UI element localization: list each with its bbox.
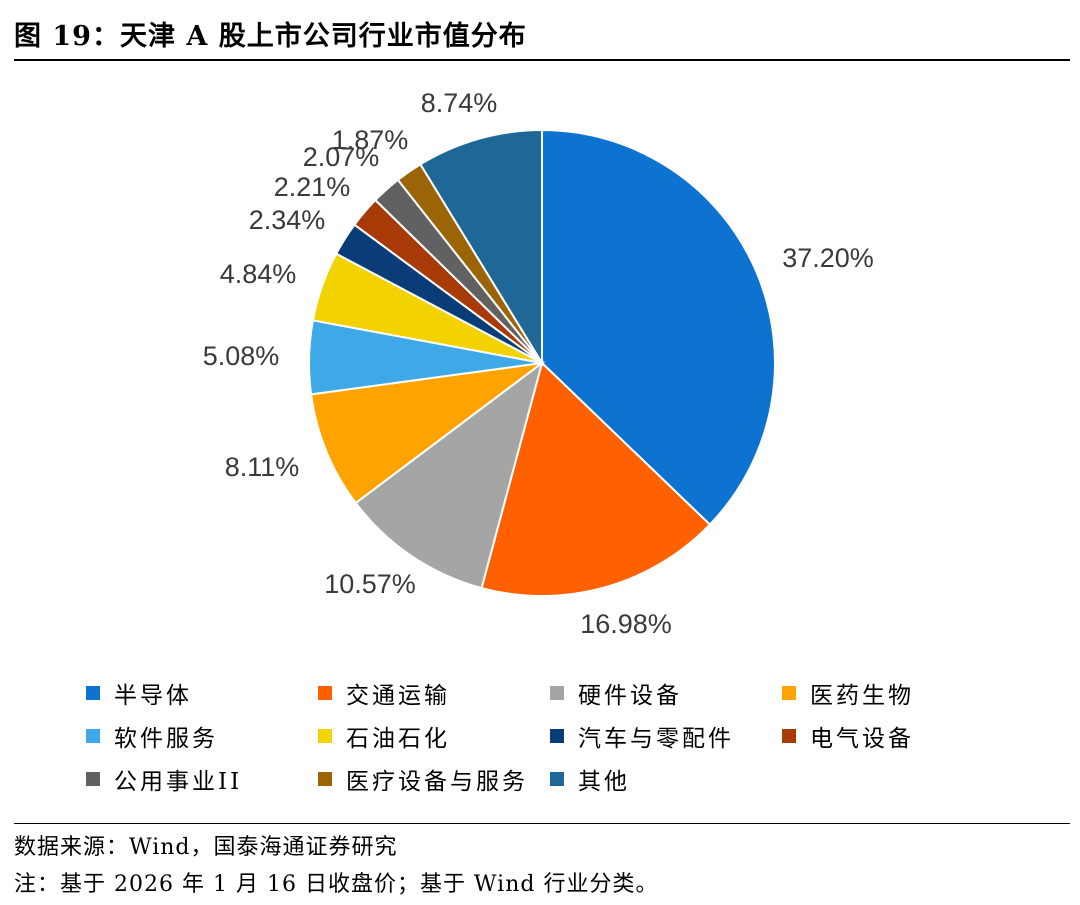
legend-swatch <box>86 685 100 700</box>
pie-chart: 37.20%16.98%10.57%8.11%5.08%4.84%2.34%2.… <box>203 88 874 639</box>
pie-slice-2 <box>480 361 712 597</box>
legend-label: 医药生物 <box>810 682 914 709</box>
legend-item: 交通运输 <box>318 676 550 710</box>
legend-label: 硬件设备 <box>578 682 682 709</box>
legend-swatch <box>318 685 332 700</box>
legend-label: 石油石化 <box>346 725 450 752</box>
legend-swatch <box>318 728 332 743</box>
slice-data-label: 5.08% <box>203 341 280 371</box>
legend-label: 公用事业II <box>114 768 243 795</box>
legend-item: 医疗设备与服务 <box>318 762 550 796</box>
legend-swatch <box>86 728 100 743</box>
figure-title: 图 19：天津 A 股上市公司行业市值分布 <box>14 21 527 52</box>
slice-data-label: 1.87% <box>332 125 409 155</box>
legend-label: 汽车与零配件 <box>578 725 734 752</box>
legend-item: 石油石化 <box>318 719 550 753</box>
pie-slice-4 <box>309 361 546 505</box>
legend-row: 公用事业II 医疗设备与服务 其他 <box>86 757 1046 800</box>
legend-swatch <box>550 728 564 743</box>
legend-label: 电气设备 <box>810 725 914 752</box>
pie-slice-1 <box>541 128 776 526</box>
footnote: 注：基于 2026 年 1 月 16 日收盘价；基于 Wind 行业分类。 <box>14 872 659 897</box>
legend-item: 汽车与零配件 <box>550 719 782 753</box>
legend-item: 硬件设备 <box>550 676 782 710</box>
slice-data-label: 2.21% <box>274 172 351 202</box>
legend-row: 软件服务 石油石化 汽车与零配件 电气设备 <box>86 714 1046 757</box>
title-divider <box>14 59 1070 61</box>
legend-label: 交通运输 <box>346 682 450 709</box>
slice-data-label: 8.74% <box>421 88 498 118</box>
legend-item: 医药生物 <box>782 676 1014 710</box>
slice-data-label: 2.34% <box>249 205 326 235</box>
legend-item: 电气设备 <box>782 719 1014 753</box>
pie-slice-11 <box>419 128 543 367</box>
legend-item: 软件服务 <box>86 719 318 753</box>
chart-legend: 半导体 交通运输 硬件设备 医药生物软件服务 石油石化 汽车与零配件 电气设备公用事业II 医… <box>86 671 1046 800</box>
legend-swatch <box>782 728 796 743</box>
legend-swatch <box>550 771 564 786</box>
legend-label: 半导体 <box>114 682 192 709</box>
slice-data-label: 16.98% <box>580 609 672 639</box>
legend-swatch <box>318 771 332 786</box>
legend-swatch <box>86 771 100 786</box>
legend-label: 软件服务 <box>114 725 218 752</box>
legend-item: 其他 <box>550 762 782 796</box>
legend-swatch <box>782 685 796 700</box>
slice-data-label: 4.84% <box>220 259 297 289</box>
legend-label: 其他 <box>578 768 630 795</box>
pie-slice-3 <box>354 360 544 590</box>
source-divider <box>14 823 1070 824</box>
legend-row: 半导体 交通运输 硬件设备 医药生物 <box>86 671 1046 714</box>
slice-data-label: 10.57% <box>324 569 416 599</box>
slice-data-label: 37.20% <box>782 243 874 273</box>
slice-data-label: 8.11% <box>225 452 300 482</box>
legend-item: 半导体 <box>86 676 318 710</box>
slice-data-label: 2.07% <box>303 142 380 172</box>
legend-item: 公用事业II <box>86 762 318 796</box>
legend-label: 医疗设备与服务 <box>346 768 528 795</box>
legend-swatch <box>550 685 564 700</box>
data-source: 数据来源：Wind，国泰海通证券研究 <box>14 835 398 860</box>
